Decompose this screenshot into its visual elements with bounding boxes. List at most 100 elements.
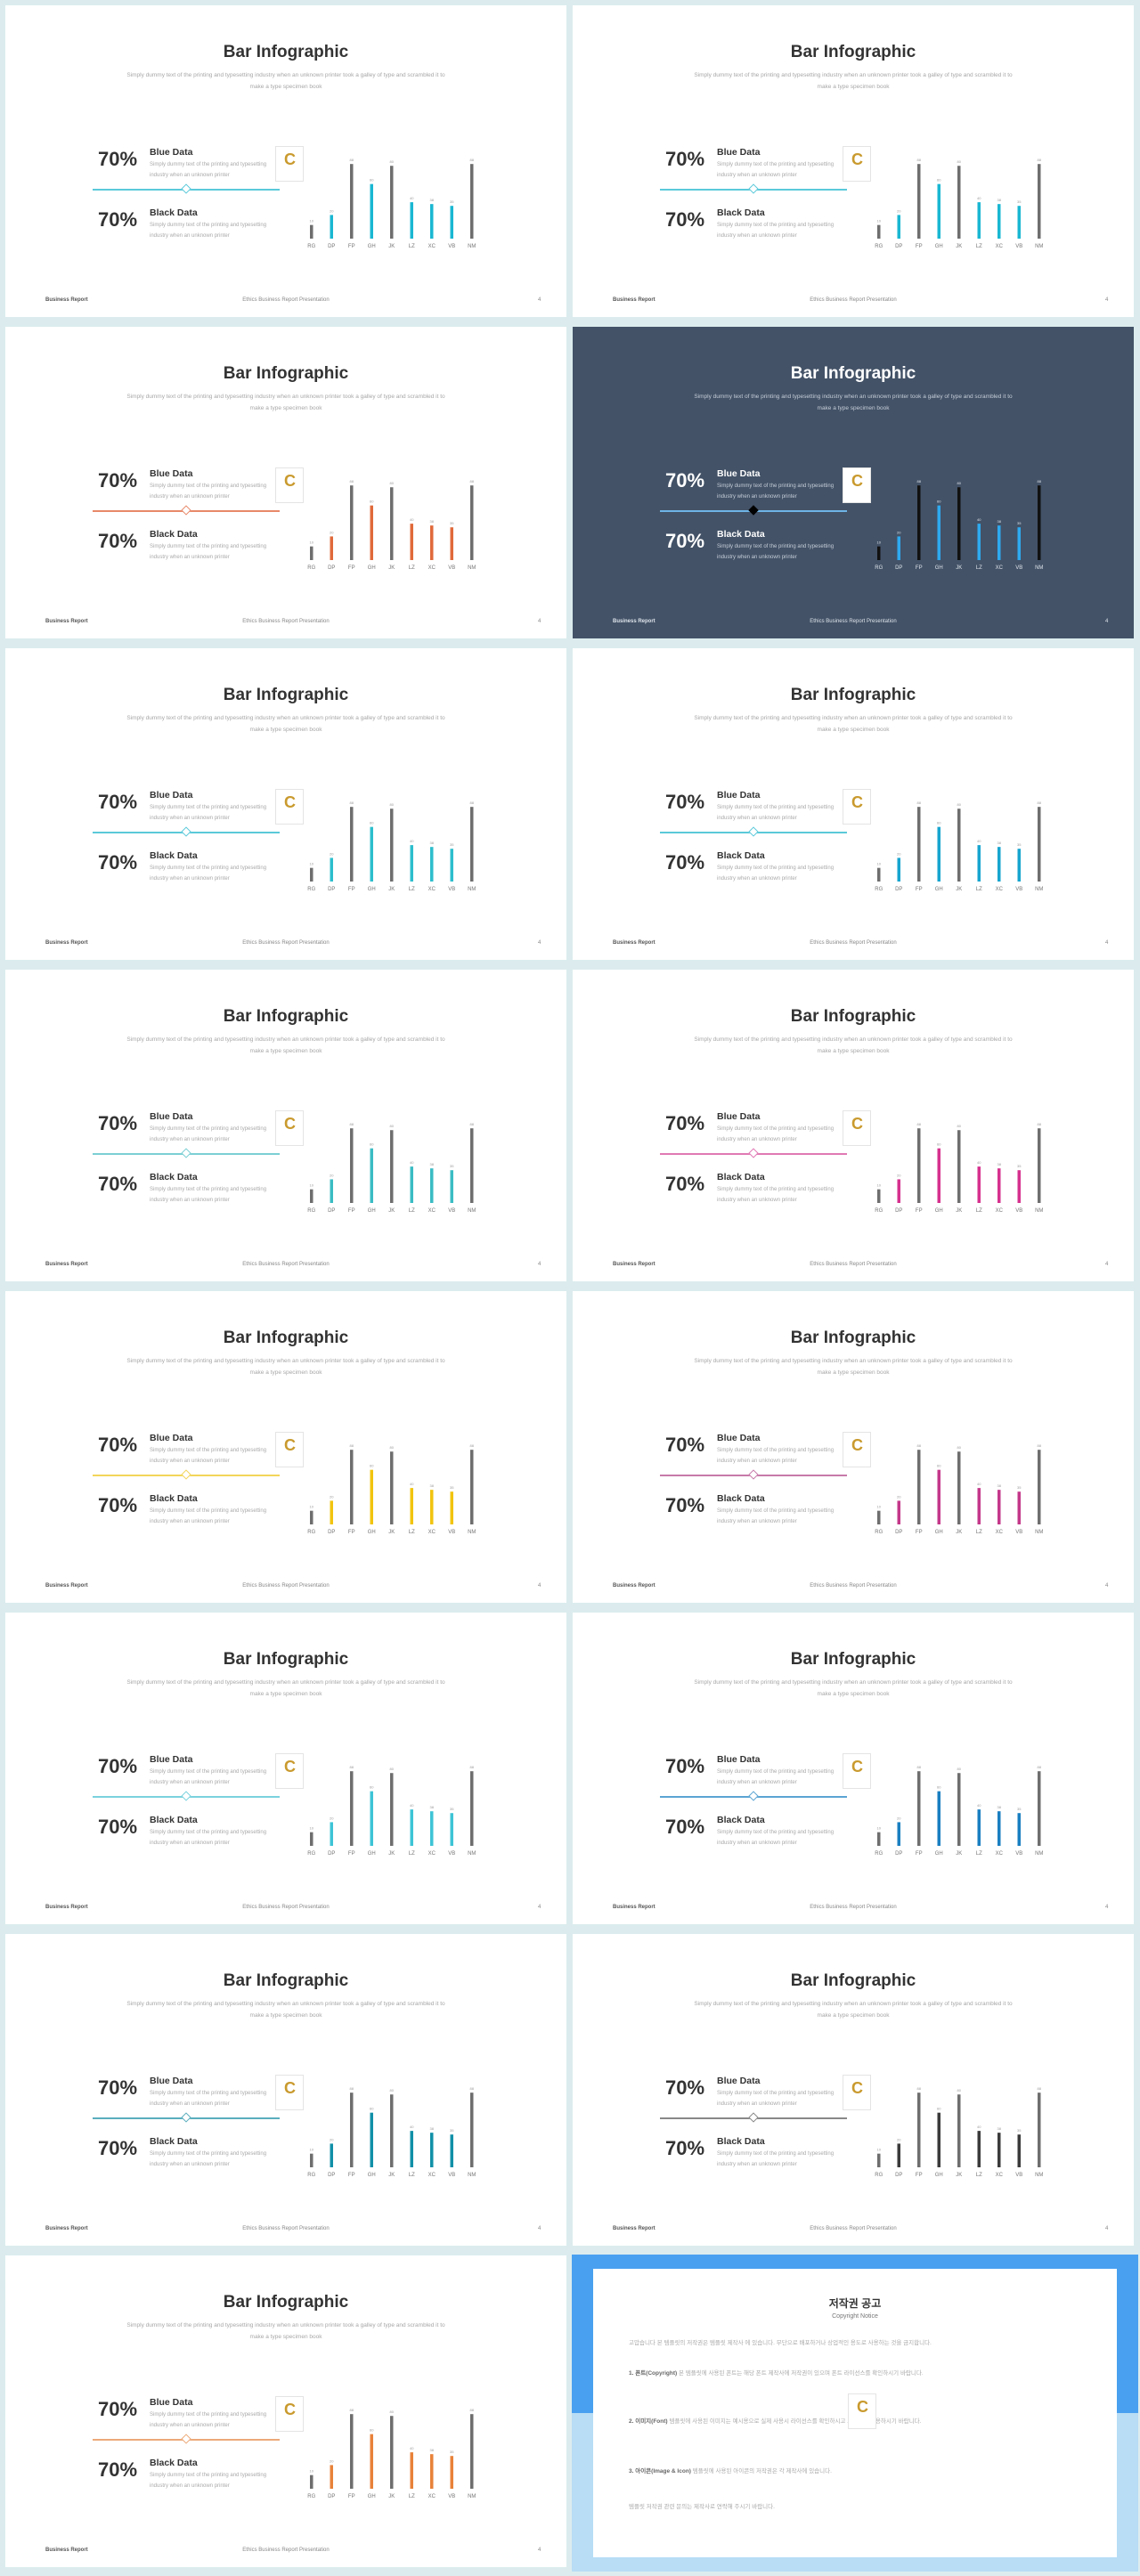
slide-title: Bar Infographic	[790, 686, 916, 704]
category-label: RG	[875, 244, 883, 249]
value-label: 35	[450, 842, 454, 847]
value-label: 35	[450, 199, 454, 204]
blue-percent: 70%	[98, 148, 138, 170]
category-label: VB	[448, 2494, 455, 2499]
category-label: FP	[916, 565, 923, 571]
category-label: VB	[448, 565, 455, 571]
footer-presentation-name: Ethics Business Report Presentation	[810, 297, 897, 303]
value-label: 60	[370, 1142, 374, 1147]
value-label: 88	[350, 479, 354, 484]
black-percent: 70%	[98, 851, 138, 874]
category-label: XC	[996, 1851, 1004, 1857]
category-label: DP	[328, 565, 335, 571]
bar-jk	[957, 1773, 961, 1846]
value-label: 60	[937, 1464, 941, 1468]
blue-data-description: Simply dummy text of the printing and ty…	[150, 2412, 267, 2428]
bar-lz	[977, 202, 981, 239]
value-label: 80	[957, 481, 962, 485]
bar-vb	[1017, 1491, 1021, 1524]
diamond-marker	[181, 183, 191, 194]
bar-chart: 10 RG 20 DP 88 FP 60 GH 80 JK 40 LZ 38 XC 35 VB 88 NM	[307, 479, 476, 571]
category-label: JK	[956, 887, 962, 892]
slide-title: Bar Infographic	[790, 1971, 916, 1990]
bar-infographic-slide: Bar Infographic Simply dummy text of the …	[5, 1934, 566, 2246]
black-data-label: Black Data	[150, 529, 198, 540]
bar-dp	[330, 857, 333, 882]
value-label: 40	[410, 2446, 414, 2450]
category-label: LZ	[409, 1208, 415, 1214]
footer-presentation-name: Ethics Business Report Presentation	[242, 1583, 330, 1589]
value-label: 80	[390, 1767, 395, 1771]
footer-presentation-name: Ethics Business Report Presentation	[810, 1583, 897, 1589]
bar-rg	[310, 867, 314, 882]
blue-percent: 70%	[98, 1112, 138, 1134]
value-label: 38	[430, 841, 435, 845]
logo-letter: C	[284, 1115, 296, 1133]
black-data-description: Simply dummy text of the printing and ty…	[150, 2473, 267, 2489]
value-label: 88	[350, 2408, 354, 2412]
slide-subtitle: Simply dummy text of the printing and ty…	[126, 2322, 445, 2340]
slide-title: Bar Infographic	[223, 1650, 349, 1669]
category-label: GH	[935, 565, 943, 571]
bar-vb	[1017, 527, 1021, 560]
slide-title: Bar Infographic	[223, 364, 349, 383]
blue-data-description: Simply dummy text of the printing and ty…	[150, 162, 267, 178]
bar-vb	[450, 1813, 453, 1846]
bar-infographic-slide: Bar Infographic Simply dummy text of the …	[573, 648, 1134, 960]
category-label: NM	[468, 565, 476, 571]
bar-gh	[370, 1469, 373, 1524]
value-label: 88	[1038, 800, 1042, 805]
blue-percent: 70%	[665, 2076, 705, 2099]
value-label: 20	[330, 208, 334, 213]
bar-dp	[330, 536, 333, 560]
slide-subtitle: Simply dummy text of the printing and ty…	[694, 72, 1013, 90]
footer-report-name: Business Report	[613, 1583, 656, 1589]
slide-subtitle: Simply dummy text of the printing and ty…	[694, 1679, 1013, 1697]
value-label: 40	[410, 839, 414, 843]
bar-dp	[897, 1500, 900, 1524]
value-label: 60	[370, 821, 374, 825]
bar-chart: 10 RG 20 DP 88 FP 60 GH 80 JK 40 LZ 38 XC 35 VB 88 NM	[875, 479, 1043, 571]
page-number: 4	[538, 940, 542, 946]
black-data-label: Black Data	[150, 2458, 198, 2468]
category-label: VB	[1015, 1530, 1022, 1535]
diamond-marker	[181, 2434, 191, 2444]
category-label: FP	[916, 887, 923, 892]
bar-chart: 10 RG 20 DP 88 FP 60 GH 80 JK 40 LZ 38 XC 35 VB 88 NM	[875, 1765, 1043, 1857]
copyright-heading: 3. 아이콘(Image & Icon)	[629, 2468, 691, 2474]
value-label: 40	[977, 1482, 981, 1486]
blue-data-label: Blue Data	[150, 147, 193, 158]
footer-report-name: Business Report	[613, 940, 656, 946]
bar-dp	[897, 857, 900, 882]
bar-rg	[310, 546, 314, 560]
slide-title: Bar Infographic	[790, 1007, 916, 1026]
value-label: 88	[470, 800, 475, 805]
diamond-marker	[181, 505, 191, 516]
value-label: 88	[917, 158, 922, 162]
value-label: 20	[897, 851, 901, 856]
category-label: LZ	[976, 1851, 982, 1857]
category-label: FP	[348, 1530, 355, 1535]
bar-lz	[410, 1166, 413, 1203]
blue-percent: 70%	[98, 791, 138, 813]
category-label: GH	[935, 244, 943, 249]
blue-percent: 70%	[665, 469, 705, 492]
footer-presentation-name: Ethics Business Report Presentation	[242, 297, 330, 303]
value-label: 80	[390, 159, 395, 164]
copyright-text: 템플릿에 사용된 이미지는 예시용으로 실제 사용시 라이선스를 확인하시고 교…	[669, 2418, 922, 2425]
blue-percent: 70%	[98, 469, 138, 492]
bar-rg	[877, 224, 881, 239]
value-label: 10	[310, 2469, 314, 2474]
value-label: 38	[430, 519, 435, 524]
footer-report-name: Business Report	[613, 1905, 656, 1910]
bar-vb	[450, 1491, 453, 1524]
category-label: XC	[428, 2494, 436, 2499]
diamond-marker	[748, 1148, 759, 1158]
bar-rg	[877, 2153, 881, 2167]
black-percent: 70%	[98, 2137, 138, 2159]
category-label: JK	[388, 565, 395, 571]
bar-nm	[470, 2414, 474, 2489]
diamond-marker	[181, 1148, 191, 1158]
category-label: LZ	[409, 2173, 415, 2178]
bar-vb	[450, 206, 453, 239]
